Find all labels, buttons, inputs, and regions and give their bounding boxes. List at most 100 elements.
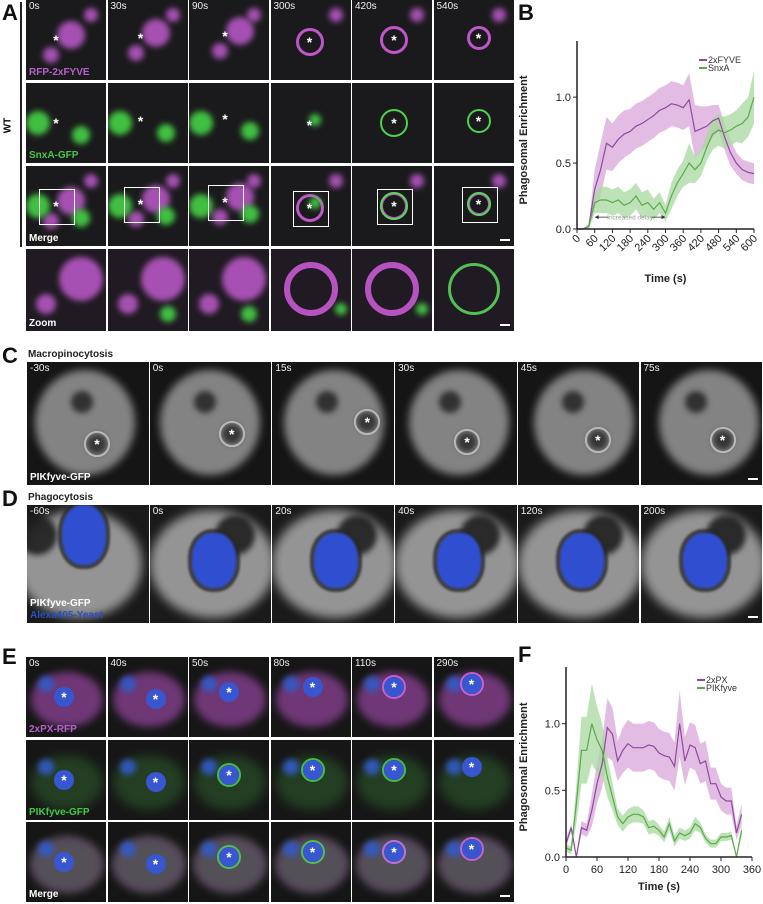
timepoint-label: 0s xyxy=(152,506,164,517)
phagosome-marker: * xyxy=(226,849,232,865)
signal-blob xyxy=(117,294,138,314)
panel-a-label: A xyxy=(2,0,18,25)
zoom-region-box xyxy=(461,187,498,223)
panel-e-label: E xyxy=(2,644,17,669)
series-PIKfyve-line xyxy=(565,723,743,858)
signal-blob xyxy=(212,43,228,59)
timepoint-label: 50s xyxy=(192,658,209,669)
series-SnxA-error-band xyxy=(577,70,754,230)
phagosome-ring xyxy=(459,672,484,696)
signal-blob xyxy=(189,111,213,135)
phagosome-marker: * xyxy=(391,32,397,48)
micrograph-tile: * 40s xyxy=(107,657,188,737)
nucleus xyxy=(364,758,380,775)
signal-blob xyxy=(59,257,103,301)
yeast-particle xyxy=(384,677,404,697)
phagosome-marker: * xyxy=(226,684,232,700)
micrograph-tile: * 80s xyxy=(270,657,351,737)
phagosome-marker: * xyxy=(468,841,475,857)
micrograph-tile: * xyxy=(433,166,514,246)
nucleus xyxy=(119,758,136,775)
phagosome-ring xyxy=(466,109,491,133)
series-SnxA-line xyxy=(577,96,755,230)
phagosome-ring xyxy=(217,845,241,869)
yeast-particle xyxy=(461,839,482,859)
yeast-particle xyxy=(302,842,323,862)
yeast-particle xyxy=(559,533,604,588)
phagosome-marker: * xyxy=(468,676,475,692)
nucleus xyxy=(201,758,217,775)
micrograph-tile: * 540s xyxy=(433,0,514,80)
signal-blob xyxy=(72,209,90,227)
phagosome-ring xyxy=(382,675,406,699)
micrograph-tile: * xyxy=(270,739,351,820)
micrograph-tile: * xyxy=(352,739,432,820)
phagosome-ring xyxy=(380,26,408,54)
phagosome-marker: * xyxy=(719,432,726,448)
phagosome-marker: * xyxy=(475,196,482,212)
delay-annotation: Increased delay xyxy=(607,215,654,222)
y-axis-label: Phagosomal Enrichment xyxy=(518,75,530,204)
x-tick-label: 60 xyxy=(591,864,603,876)
phagosome-marker: * xyxy=(309,761,316,778)
phagosome-marker: * xyxy=(309,679,316,695)
yeast-particle xyxy=(461,756,482,777)
x-tick-label: 300 xyxy=(712,864,730,876)
scale-bar xyxy=(499,324,510,326)
timepoint-label: 90s xyxy=(192,1,209,12)
x-tick-label: 300 xyxy=(650,233,671,254)
x-tick-label: 180 xyxy=(650,864,668,876)
signal-blob xyxy=(410,8,424,22)
timepoint-label: 80s xyxy=(273,658,290,669)
channel-label: 2xPX-RFP xyxy=(29,724,77,735)
nucleus xyxy=(364,676,380,692)
timepoint-label: 290s xyxy=(436,658,459,669)
timepoint-label: 420s xyxy=(355,1,377,12)
micrograph-tile: 40s xyxy=(395,505,517,623)
cell-body xyxy=(35,370,135,475)
channel-label: PIKfyve-GFP xyxy=(30,472,91,483)
timepoint-label: 15s xyxy=(275,363,292,374)
phagosome-ring xyxy=(447,263,500,315)
micrograph-tile: * xyxy=(107,166,188,246)
yeast-particle xyxy=(191,533,236,588)
x-tick-label: 240 xyxy=(681,864,699,876)
yeast-particle xyxy=(54,687,74,707)
panel-d-label: D xyxy=(2,486,18,511)
phagosome-marker: * xyxy=(391,761,397,778)
micrograph-tile: * 90s xyxy=(189,0,269,80)
phagosome-marker: * xyxy=(306,200,313,216)
timepoint-label: 40s xyxy=(110,658,127,669)
series-2xFYVE-error-band xyxy=(577,73,754,229)
signal-blob xyxy=(334,303,347,315)
signal-blob xyxy=(140,257,185,301)
zoom-region-box xyxy=(292,191,329,227)
phagosome-marker: * xyxy=(391,844,397,860)
signal-blob xyxy=(491,174,506,188)
phagosome-ring xyxy=(300,757,325,782)
channel-label: Merge xyxy=(29,233,59,244)
x-tick-label: 540 xyxy=(721,233,742,254)
nucleus xyxy=(119,676,136,692)
series-2xPX-line xyxy=(565,723,743,858)
nucleus xyxy=(201,841,217,857)
yeast-particle xyxy=(384,759,404,780)
genotype-bracket xyxy=(20,2,22,247)
phagosome-marker: * xyxy=(475,113,482,129)
phagosome-marker: * xyxy=(228,426,235,442)
legend-entry: SnxA xyxy=(708,63,730,73)
signal-blob xyxy=(156,124,175,142)
micrograph-tile: 120s xyxy=(517,505,640,623)
phagosome-marker: * xyxy=(222,28,228,44)
yeast-particle xyxy=(219,682,239,702)
macropinosome xyxy=(457,432,478,452)
phagosome-ring xyxy=(380,109,408,137)
micrograph-tile: * xyxy=(189,739,269,820)
micrograph-tile: * xyxy=(352,822,432,902)
micrograph-tile: * 0s 2xPX-RFP xyxy=(26,657,106,737)
micrograph-tile: * xyxy=(352,166,432,246)
yeast-particle xyxy=(54,852,74,872)
signal-blob xyxy=(107,111,132,135)
nucleus xyxy=(38,758,54,775)
